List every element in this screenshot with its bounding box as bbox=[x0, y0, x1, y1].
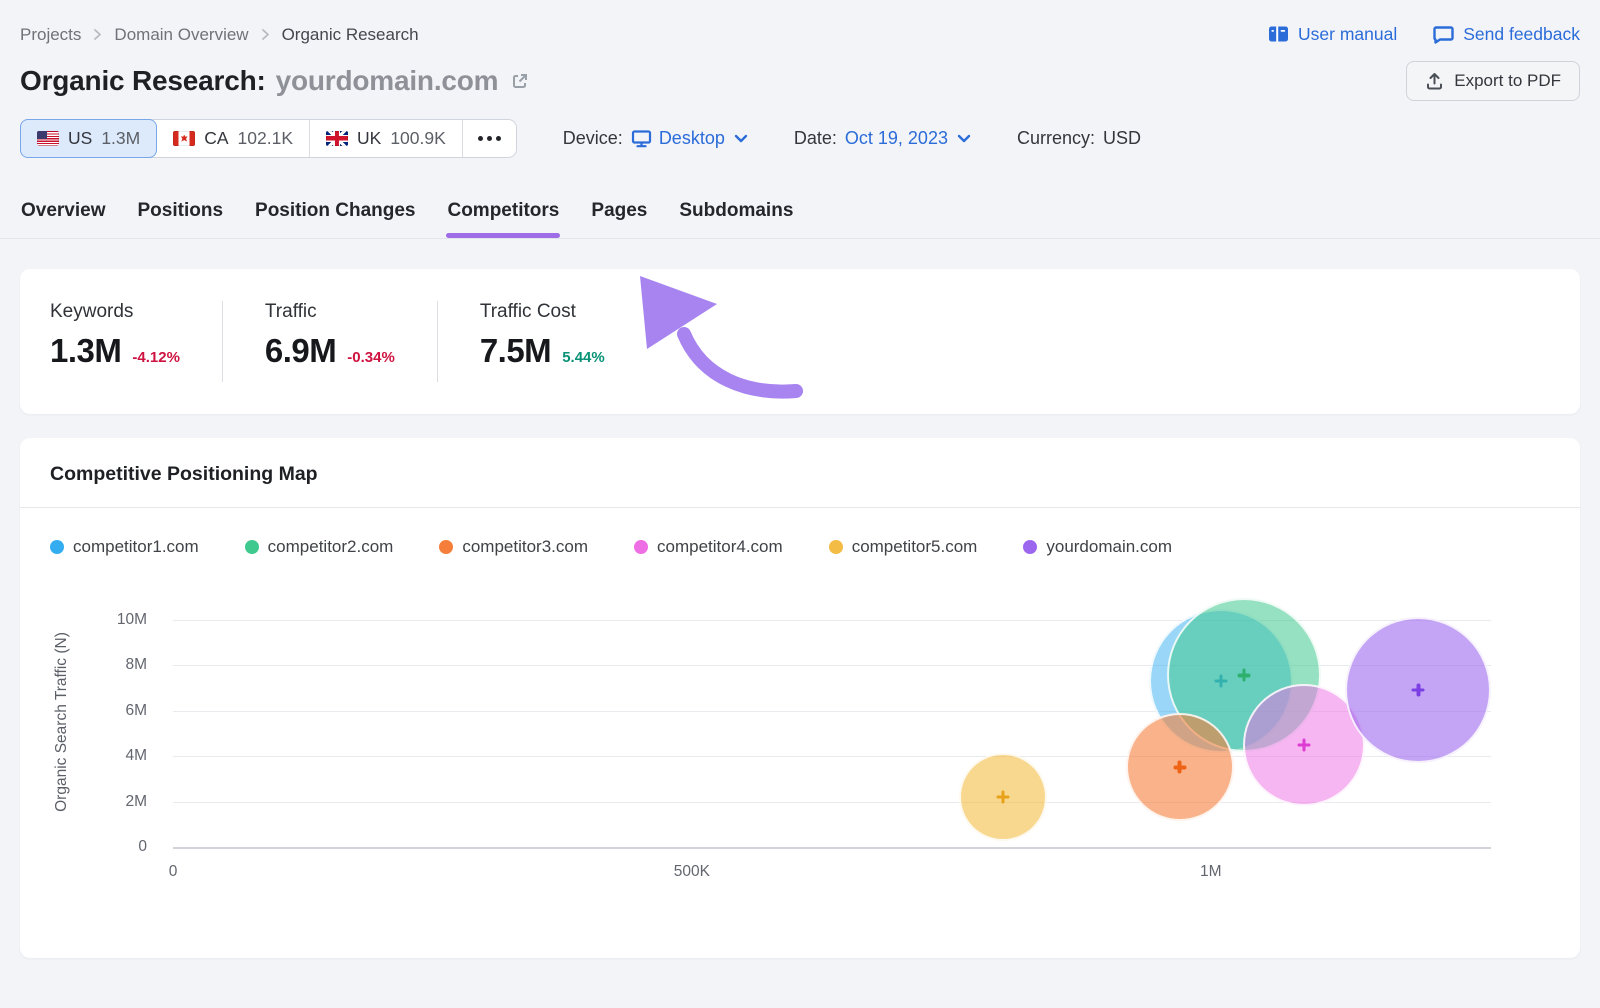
chevron-down-icon bbox=[957, 134, 971, 143]
y-tick-label: 6M bbox=[125, 701, 147, 719]
legend-dot-icon bbox=[244, 540, 259, 554]
bubble-competitor3.com[interactable] bbox=[1125, 713, 1234, 822]
device-dropdown[interactable]: Desktop bbox=[631, 128, 748, 149]
gridline bbox=[173, 847, 1491, 849]
bubble-competitor5.com[interactable] bbox=[959, 753, 1048, 841]
plus-marker-icon bbox=[1411, 683, 1425, 697]
bubble-yourdomain.com[interactable] bbox=[1345, 617, 1492, 764]
gridline bbox=[173, 801, 1491, 803]
legend-item-competitor2[interactable]: competitor2.com bbox=[244, 537, 393, 557]
date-dropdown[interactable]: Oct 19, 2023 bbox=[845, 128, 971, 149]
export-to-pdf-button[interactable]: Export to PDF bbox=[1406, 61, 1580, 101]
legend-dot-icon bbox=[1023, 540, 1038, 554]
legend-item-competitor1[interactable]: competitor1.com bbox=[50, 537, 199, 557]
export-icon bbox=[1425, 72, 1444, 91]
chart-legend: competitor1.com competitor2.com competit… bbox=[20, 508, 1580, 557]
breadcrumb-organic-research: Organic Research bbox=[281, 24, 419, 44]
plus-marker-icon bbox=[1297, 738, 1311, 752]
tab-overview[interactable]: Overview bbox=[21, 200, 106, 221]
tab-positions[interactable]: Positions bbox=[137, 200, 224, 221]
metric-traffic: Traffic 6.9M -0.34% bbox=[265, 301, 438, 382]
legend-item-competitor3[interactable]: competitor3.com bbox=[439, 537, 588, 557]
legend-item-competitor5[interactable]: competitor5.com bbox=[828, 537, 977, 557]
gridline bbox=[173, 619, 1491, 621]
plus-marker-icon bbox=[1173, 760, 1187, 774]
breadcrumb-chevron-icon bbox=[93, 28, 102, 41]
country-tab-uk[interactable]: UK 100.9K bbox=[310, 120, 463, 157]
domain-name: yourdomain.com bbox=[275, 65, 499, 96]
bubble-competitor4.com[interactable] bbox=[1243, 683, 1366, 806]
external-link-icon[interactable] bbox=[510, 71, 530, 91]
summary-metrics-card: Keywords 1.3M -4.12% Traffic 6.9M -0.34%… bbox=[20, 269, 1580, 414]
metric-traffic-change: -0.34% bbox=[347, 349, 395, 366]
tab-subdomains[interactable]: Subdomains bbox=[679, 200, 794, 221]
y-axis-ticks: 0 2M 4M 6M 8M 10M bbox=[20, 597, 160, 855]
organic-research-page: Projects Domain Overview Organic Researc… bbox=[0, 0, 1600, 958]
y-tick-label: 8M bbox=[125, 656, 147, 674]
more-countries-button[interactable] bbox=[462, 120, 516, 157]
x-tick-label: 0 bbox=[168, 863, 178, 880]
plus-marker-icon bbox=[1237, 668, 1251, 682]
book-icon bbox=[1268, 25, 1289, 44]
metric-keywords: Keywords 1.3M -4.12% bbox=[50, 301, 223, 382]
ca-flag-icon bbox=[173, 131, 196, 146]
legend-dot-icon bbox=[439, 540, 454, 554]
gridline bbox=[173, 710, 1491, 712]
metric-keywords-change: -4.12% bbox=[132, 349, 180, 366]
breadcrumb-chevron-icon bbox=[261, 28, 270, 41]
legend-dot-icon bbox=[828, 540, 843, 554]
breadcrumb-domain-overview[interactable]: Domain Overview bbox=[114, 24, 249, 44]
tab-competitors[interactable]: Competitors bbox=[446, 196, 561, 238]
tab-pages[interactable]: Pages bbox=[591, 200, 648, 221]
monitor-icon bbox=[631, 129, 652, 149]
metric-traffic-cost-change: 5.44% bbox=[562, 349, 605, 366]
report-tabs: Overview Positions Position Changes Comp… bbox=[20, 196, 1580, 238]
legend-item-competitor4[interactable]: competitor4.com bbox=[634, 537, 783, 557]
y-tick-label: 0 bbox=[138, 838, 147, 855]
x-tick-label: 500K bbox=[673, 863, 710, 880]
plot-area bbox=[173, 597, 1492, 849]
user-manual-link[interactable]: User manual bbox=[1268, 24, 1397, 45]
date-filter: Date: Oct 19, 2023 bbox=[794, 128, 971, 149]
y-tick-label: 2M bbox=[125, 792, 147, 810]
x-tick-label: 1M bbox=[1200, 863, 1222, 880]
country-tab-us[interactable]: US 1.3M bbox=[20, 119, 158, 158]
metric-keywords-value: 1.3M bbox=[50, 332, 122, 369]
device-filter: Device: Desktop bbox=[563, 128, 748, 149]
country-selector: US 1.3M CA 102.1K UK 100.9K bbox=[20, 119, 517, 158]
competitive-positioning-map-card: Competitive Positioning Map competitor1.… bbox=[20, 438, 1580, 958]
breadcrumb: Projects Domain Overview Organic Researc… bbox=[20, 25, 419, 45]
chart-title: Competitive Positioning Map bbox=[50, 463, 318, 485]
gridline bbox=[173, 756, 1491, 758]
country-tab-ca[interactable]: CA 102.1K bbox=[157, 120, 310, 157]
bubble-chart: Organic Search Traffic (N) 0 2M 4M 6M 8M 10M … bbox=[20, 585, 1580, 915]
y-tick-label: 4M bbox=[125, 747, 147, 765]
breadcrumb-projects[interactable]: Projects bbox=[20, 24, 82, 44]
legend-item-yourdomain[interactable]: yourdomain.com bbox=[1023, 537, 1172, 557]
plus-marker-icon bbox=[996, 790, 1010, 804]
legend-dot-icon bbox=[634, 540, 649, 554]
uk-flag-icon bbox=[326, 131, 348, 146]
metric-traffic-cost-value: 7.5M bbox=[479, 332, 552, 369]
currency-label: Currency: USD bbox=[1016, 128, 1142, 148]
x-axis-ticks: 0 500K 1M bbox=[169, 863, 1491, 887]
metric-traffic-value: 6.9M bbox=[264, 332, 337, 369]
send-feedback-link[interactable]: Send feedback bbox=[1433, 24, 1580, 45]
legend-dot-icon bbox=[50, 540, 64, 554]
us-flag-icon bbox=[37, 131, 59, 146]
y-tick-label: 10M bbox=[116, 610, 147, 628]
metric-traffic-cost: Traffic Cost 7.5M 5.44% bbox=[479, 301, 605, 369]
gridline bbox=[173, 665, 1491, 667]
chevron-down-icon bbox=[734, 134, 748, 143]
ellipsis-icon bbox=[477, 136, 501, 141]
page-title: Organic Research: yourdomain.com bbox=[20, 65, 530, 97]
chat-bubble-icon bbox=[1433, 25, 1454, 44]
tab-position-changes[interactable]: Position Changes bbox=[255, 200, 416, 221]
